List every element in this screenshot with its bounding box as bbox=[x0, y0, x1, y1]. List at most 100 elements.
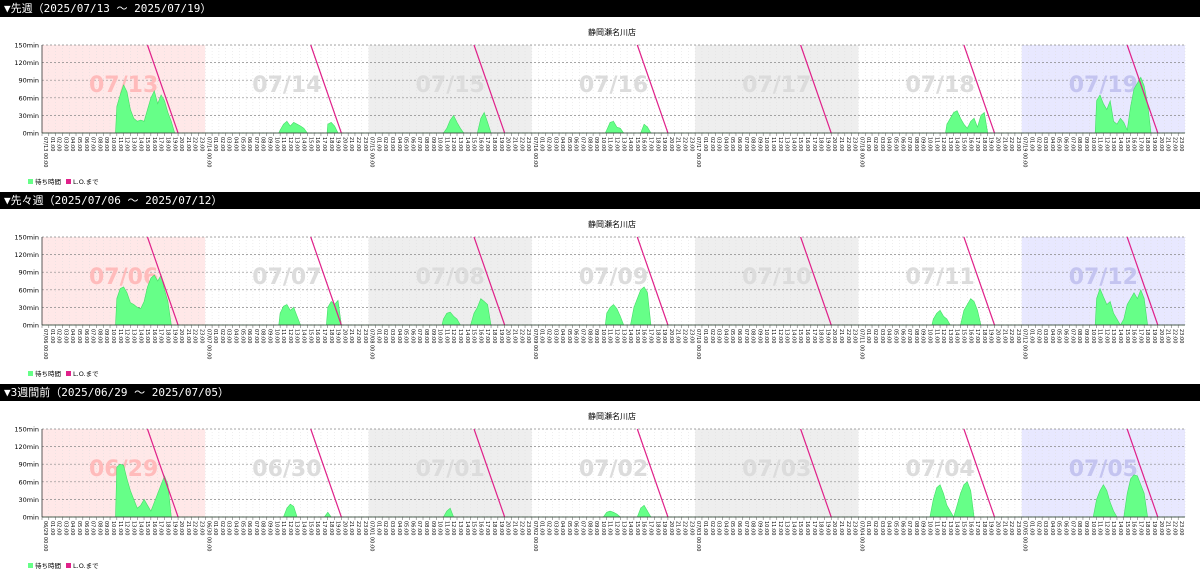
x-tick-label: 07/06 00:00 bbox=[42, 329, 48, 359]
x-tick-label: 05:00 bbox=[892, 137, 898, 151]
x-tick-label: 03:00 bbox=[62, 329, 68, 343]
legend-swatch-lo bbox=[66, 371, 71, 376]
x-tick-label: 09:00 bbox=[103, 329, 109, 343]
y-tick-label: 30min bbox=[18, 304, 39, 312]
x-tick-label: 09:00 bbox=[430, 137, 436, 151]
x-tick-label: 03:00 bbox=[879, 329, 885, 343]
x-tick-label: 03:00 bbox=[62, 521, 68, 535]
x-tick-label: 11:00 bbox=[770, 521, 776, 535]
x-tick-label: 08:00 bbox=[913, 137, 919, 151]
x-tick-label: 21:00 bbox=[838, 521, 844, 535]
x-tick-label: 02:00 bbox=[1035, 521, 1041, 535]
legend-label-lo: L.O.まで bbox=[73, 178, 99, 186]
x-tick-label: 09:00 bbox=[593, 521, 599, 535]
x-tick-label: 03:00 bbox=[389, 329, 395, 343]
x-tick-label: 07/15 00:00 bbox=[369, 137, 375, 167]
x-tick-label: 06/30 00:00 bbox=[205, 521, 211, 551]
x-tick-label: 22:00 bbox=[192, 137, 198, 151]
x-tick-label: 04:00 bbox=[559, 521, 565, 535]
x-tick-label: 14:00 bbox=[301, 329, 307, 343]
x-tick-label: 09:00 bbox=[103, 137, 109, 151]
day-label: 07/12 bbox=[1069, 265, 1138, 290]
x-tick-label: 11:00 bbox=[280, 521, 286, 535]
x-tick-label: 13:00 bbox=[784, 329, 790, 343]
x-tick-label: 01:00 bbox=[375, 521, 381, 535]
x-tick-label: 21:00 bbox=[1165, 329, 1171, 343]
x-tick-label: 15:00 bbox=[471, 137, 477, 151]
x-tick-label: 17:00 bbox=[1137, 329, 1143, 343]
x-tick-label: 05:00 bbox=[1056, 137, 1062, 151]
day-background bbox=[695, 429, 859, 517]
x-tick-label: 11:00 bbox=[117, 329, 123, 343]
x-tick-label: 19:00 bbox=[498, 329, 504, 343]
x-tick-label: 01:00 bbox=[375, 137, 381, 151]
x-tick-label: 03:00 bbox=[552, 137, 558, 151]
x-tick-label: 17:00 bbox=[811, 137, 817, 151]
x-tick-label: 12:00 bbox=[450, 329, 456, 343]
x-tick-label: 07:00 bbox=[743, 137, 749, 151]
x-tick-label: 05:00 bbox=[1056, 521, 1062, 535]
x-tick-label: 12:00 bbox=[124, 521, 130, 535]
week-section: ▼先週（2025/07/13 ～ 2025/07/19） 07/1307/140… bbox=[0, 0, 1200, 192]
x-tick-label: 14:00 bbox=[301, 521, 307, 535]
x-tick-label: 16:00 bbox=[1131, 521, 1137, 535]
day-background bbox=[205, 429, 369, 517]
x-tick-label: 07:00 bbox=[90, 329, 96, 343]
x-tick-label: 12:00 bbox=[450, 137, 456, 151]
x-tick-label: 03:00 bbox=[389, 137, 395, 151]
x-tick-label: 12:00 bbox=[777, 329, 783, 343]
x-tick-label: 23:00 bbox=[525, 521, 531, 535]
x-tick-label: 06:00 bbox=[246, 137, 252, 151]
x-tick-label: 11:00 bbox=[607, 521, 613, 535]
x-tick-label: 23:00 bbox=[1015, 329, 1021, 343]
day-background bbox=[531, 429, 696, 517]
y-tick-label: 150min bbox=[14, 42, 39, 50]
x-tick-label: 13:00 bbox=[620, 137, 626, 151]
x-tick-label: 20:00 bbox=[831, 329, 837, 343]
chart-title: 静岡瀬名川店 bbox=[588, 411, 636, 421]
x-tick-label: 17:00 bbox=[321, 329, 327, 343]
legend-label-wait: 待ち時間 bbox=[35, 369, 61, 378]
week-header[interactable]: ▼先週（2025/07/13 ～ 2025/07/19） bbox=[0, 0, 1200, 17]
lo-line bbox=[636, 44, 669, 134]
x-tick-label: 20:00 bbox=[178, 329, 184, 343]
x-tick-label: 22:00 bbox=[355, 329, 361, 343]
x-tick-label: 22:00 bbox=[845, 329, 851, 343]
x-tick-label: 11:00 bbox=[607, 137, 613, 151]
chart-svg: 07/06 07/07 07/08 07/09 07/10 07/11 07/12 静岡瀬名川… bbox=[14, 219, 1186, 378]
x-tick-label: 05:00 bbox=[403, 521, 409, 535]
lo-line bbox=[1126, 428, 1159, 518]
x-tick-label: 19:00 bbox=[335, 521, 341, 535]
day-label: 07/04 bbox=[905, 457, 974, 482]
legend-swatch-lo bbox=[66, 179, 71, 184]
x-tick-label: 11:00 bbox=[443, 329, 449, 343]
x-tick-label: 01:00 bbox=[212, 329, 218, 343]
day-background bbox=[531, 45, 696, 133]
x-tick-label: 23:00 bbox=[362, 137, 368, 151]
y-tick-label: 0min bbox=[23, 322, 39, 330]
x-tick-label: 16:00 bbox=[641, 329, 647, 343]
week-header[interactable]: ▼3週間前（2025/06/29 ～ 2025/07/05） bbox=[0, 384, 1200, 401]
y-tick-label: 60min bbox=[18, 286, 39, 294]
x-tick-label: 13:00 bbox=[130, 329, 136, 343]
x-tick-label: 14:00 bbox=[137, 137, 143, 151]
x-tick-label: 01:00 bbox=[865, 521, 871, 535]
x-tick-label: 10:00 bbox=[110, 137, 116, 151]
x-tick-label: 13:00 bbox=[784, 137, 790, 151]
lo-line bbox=[963, 428, 996, 518]
x-tick-label: 13:00 bbox=[620, 329, 626, 343]
x-tick-label: 07/07 00:00 bbox=[205, 329, 211, 359]
x-tick-label: 22:00 bbox=[192, 329, 198, 343]
week-header[interactable]: ▼先々週（2025/07/06 ～ 2025/07/12） bbox=[0, 192, 1200, 209]
x-tick-label: 12:00 bbox=[124, 137, 130, 151]
lo-line bbox=[146, 236, 179, 326]
x-tick-label: 20:00 bbox=[995, 329, 1001, 343]
x-tick-label: 19:00 bbox=[824, 521, 830, 535]
x-tick-label: 07/10 00:00 bbox=[695, 329, 701, 359]
x-tick-label: 12:00 bbox=[450, 521, 456, 535]
day-label: 07/19 bbox=[1069, 73, 1138, 98]
x-tick-label: 07/05 00:00 bbox=[1022, 521, 1028, 551]
x-tick-label: 13:00 bbox=[130, 521, 136, 535]
x-tick-label: 22:00 bbox=[355, 137, 361, 151]
x-tick-label: 19:00 bbox=[661, 137, 667, 151]
